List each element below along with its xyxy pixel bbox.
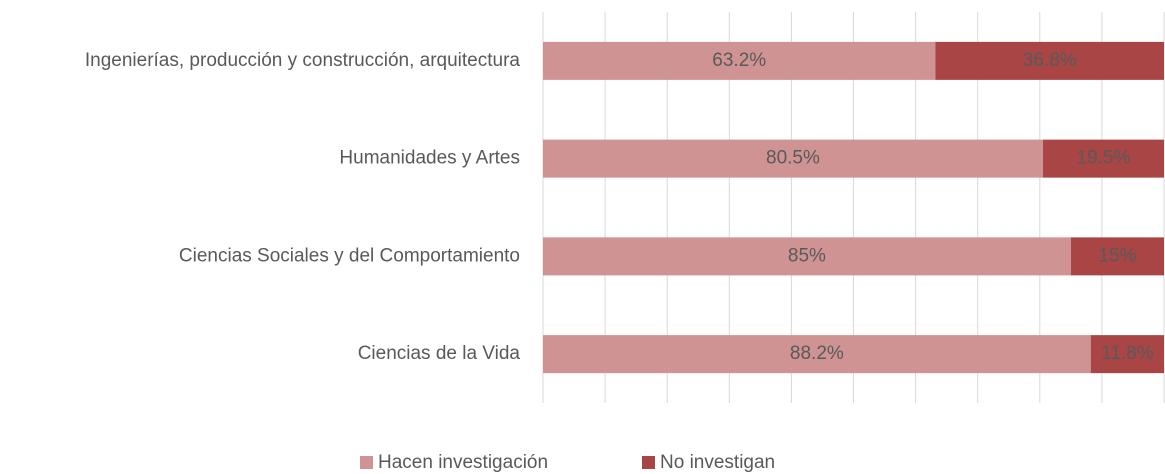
data-label: 11.8% [1101, 343, 1154, 364]
legend-swatch [360, 456, 373, 469]
legend-label: No investigan [660, 452, 775, 473]
legend-label: Hacen investigación [378, 452, 548, 473]
bar-segment [543, 237, 1071, 276]
bar-segment [543, 335, 1091, 374]
bar-segment [543, 139, 1043, 178]
bar-segment [1090, 335, 1164, 374]
category-label: Ciencias de la Vida [358, 343, 521, 364]
data-label: 80.5% [766, 148, 820, 169]
category-label: Ingenierías, producción y construcción, … [85, 50, 521, 71]
bar-segment [1070, 237, 1164, 276]
data-label: 19.5% [1077, 148, 1131, 169]
bar-segment [935, 41, 1164, 80]
category-label: Humanidades y Artes [339, 148, 520, 169]
bar-segment [543, 41, 936, 80]
data-label: 15% [1098, 245, 1136, 266]
data-label: 85% [788, 245, 826, 266]
data-label: 36.8% [1023, 50, 1077, 71]
bar-segment [1042, 139, 1164, 178]
data-label: 88.2% [790, 343, 844, 364]
data-label: 63.2% [712, 50, 766, 71]
legend-swatch [642, 456, 655, 469]
category-label: Ciencias Sociales y del Comportamiento [179, 245, 520, 266]
